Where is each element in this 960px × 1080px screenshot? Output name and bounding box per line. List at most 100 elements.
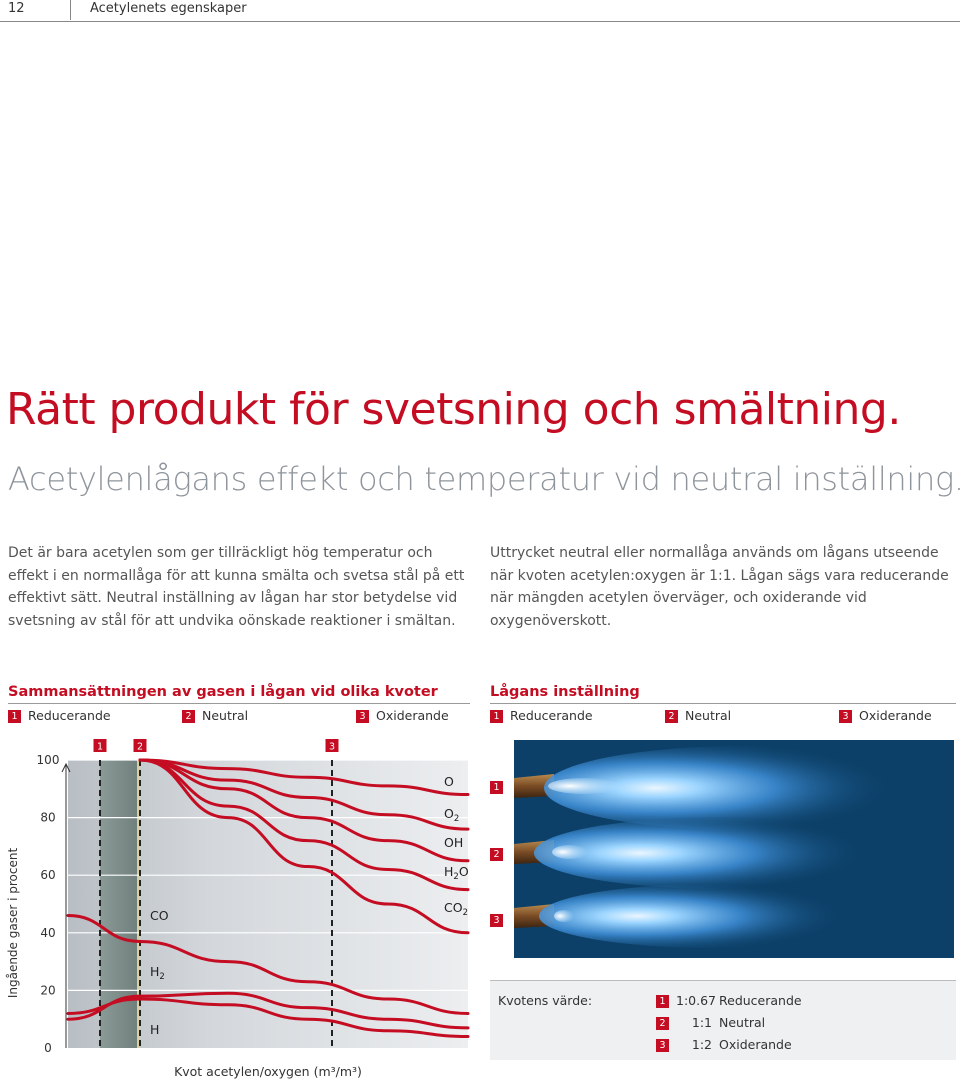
flame-3-cone <box>554 910 574 922</box>
ratio-row-1: 1 1:0.67 Reducerande <box>656 993 802 1008</box>
plot-gridlines <box>68 759 468 991</box>
ratio-number-box: 1 <box>656 995 669 1008</box>
ratio-number-box: 2 <box>656 1017 669 1030</box>
series-label-subscript: 2 <box>159 972 164 982</box>
series-label-main: H <box>444 864 453 879</box>
y-axis-label: Ingående gaser i procent <box>6 848 20 999</box>
legend-number-box: 3 <box>356 710 369 723</box>
flame-legend-item-3: 3 Oxiderande <box>839 708 932 723</box>
y-tick-label: 80 <box>40 811 55 825</box>
flame-label-2: 2 <box>490 848 503 861</box>
ratio-values-label: Kvotens värde: <box>498 993 593 1008</box>
series-line-5 <box>138 758 470 935</box>
series-line-2 <box>138 758 470 831</box>
legend-label: Oxiderande <box>859 708 932 723</box>
chart-legend-item-3: 3 Oxiderande <box>356 708 449 723</box>
y-tick-label: 40 <box>40 926 55 940</box>
flame-label-1: 1 <box>490 781 503 794</box>
series-label-subscript: 2 <box>463 908 468 918</box>
legend-label: Neutral <box>202 708 249 723</box>
flame-1 <box>514 746 944 830</box>
gas-composition-chart: 1 2 3 0 20 40 60 80 100 Ingående gaser i procent… <box>6 739 470 1079</box>
series-label-main: OH <box>444 835 463 850</box>
y-tick-label: 100 <box>37 753 60 767</box>
series-line-7 <box>66 991 470 1030</box>
ratio-value: 1:1 <box>691 1015 712 1030</box>
series-label-main: O <box>444 774 454 789</box>
intro-paragraph-right: Uttrycket neutral eller normallåga använ… <box>490 545 949 629</box>
ratio-value: 1:2 <box>691 1037 712 1052</box>
marker-box <box>325 739 339 752</box>
y-tick-label: 60 <box>40 868 55 882</box>
legend-label: Neutral <box>685 708 732 723</box>
y-tick-label: 0 <box>44 1041 52 1055</box>
chart-section-rule <box>8 703 470 704</box>
series-line-8 <box>66 997 470 1038</box>
y-tick-label: 20 <box>40 983 55 997</box>
page-subtitle: Acetylenlågans effekt och temperatur vid… <box>8 460 960 498</box>
series-label-main: H <box>150 964 159 979</box>
flame-section-title: Lågans inställning <box>490 684 640 700</box>
ratio-number-box: 3 <box>656 1039 669 1052</box>
plot-axes: 0 20 40 60 80 100 Ingående gaser i procent Kvot… <box>6 753 362 1079</box>
marker-text: 3 <box>329 742 335 753</box>
flame-2 <box>514 817 914 889</box>
flame-section-rule <box>490 703 956 704</box>
series-label: H2 <box>150 964 165 982</box>
ratio-label: Neutral <box>719 1015 766 1030</box>
series-line-3 <box>138 758 470 863</box>
legend-number-box: 1 <box>490 710 503 723</box>
x-axis-label: Kvot acetylen/oxygen (m³/m³) <box>174 1064 362 1079</box>
series-label-subscript: 2 <box>453 872 458 882</box>
marker-label-2: 2 <box>133 739 147 753</box>
chart-legend-item-1: 1 Reducerande <box>8 708 111 723</box>
neutral-edge <box>137 760 140 1048</box>
flame-3-outer <box>539 884 889 948</box>
series-label-subscript: 2 <box>454 814 459 824</box>
series-line-1 <box>138 758 470 797</box>
marker-text: 2 <box>137 742 143 753</box>
marker-label-1: 1 <box>93 739 107 753</box>
series-label: CO <box>150 908 169 923</box>
flame-2-cone <box>552 845 588 859</box>
flame-1-outer <box>544 746 944 830</box>
ratio-row-2: 2 1:1 Neutral <box>656 1015 765 1030</box>
flame-label-3: 3 <box>490 914 503 927</box>
ratio-label: Oxiderande <box>719 1037 792 1052</box>
ratio-row-3: 3 1:2 Oxiderande <box>656 1037 792 1052</box>
series-label-main: CO <box>444 900 463 915</box>
series-label: CO2 <box>444 900 468 918</box>
page-number: 12 <box>8 1 25 16</box>
flame-illustration <box>514 746 944 948</box>
legend-number-box: 1 <box>8 710 21 723</box>
flame-1-cone <box>548 778 620 794</box>
flame-3 <box>514 884 889 948</box>
running-title: Acetylenets egenskaper <box>90 1 247 16</box>
series-line-4 <box>138 758 470 892</box>
legend-label: Reducerande <box>510 708 593 723</box>
plot-series <box>66 758 470 1038</box>
legend-number-box: 2 <box>665 710 678 723</box>
series-label-main: CO <box>150 908 169 923</box>
y-axis-arrow <box>61 762 71 773</box>
series-line-6 <box>66 914 470 1015</box>
intro-paragraph-left: Det är bara acetylen som ger tillräcklig… <box>8 545 465 629</box>
legend-label: Reducerande <box>28 708 111 723</box>
flame-2-outer <box>534 817 914 889</box>
ratio-values-box: Kvotens värde: 1 1:0.67 Reducerande 2 1:1 Ne… <box>490 980 956 1060</box>
series-label: O <box>444 774 454 789</box>
marker-label-3: 3 <box>325 739 339 753</box>
legend-number-box: 2 <box>182 710 195 723</box>
ratio-value: 1:0.67 <box>676 993 716 1008</box>
series-label: H <box>150 1022 159 1037</box>
marker-box <box>93 739 107 752</box>
marker-text: 1 <box>97 742 103 753</box>
flame-legend-item-1: 1 Reducerande <box>490 708 593 723</box>
flame-photo <box>514 740 954 958</box>
page-header: 12 Acetylenets egenskaper <box>0 0 960 22</box>
marker-box <box>133 739 147 752</box>
chart-legend-item-2: 2 Neutral <box>182 708 248 723</box>
series-label: O2 <box>444 806 459 824</box>
page-title: Rätt produkt för svetsning och smältning… <box>6 384 901 435</box>
